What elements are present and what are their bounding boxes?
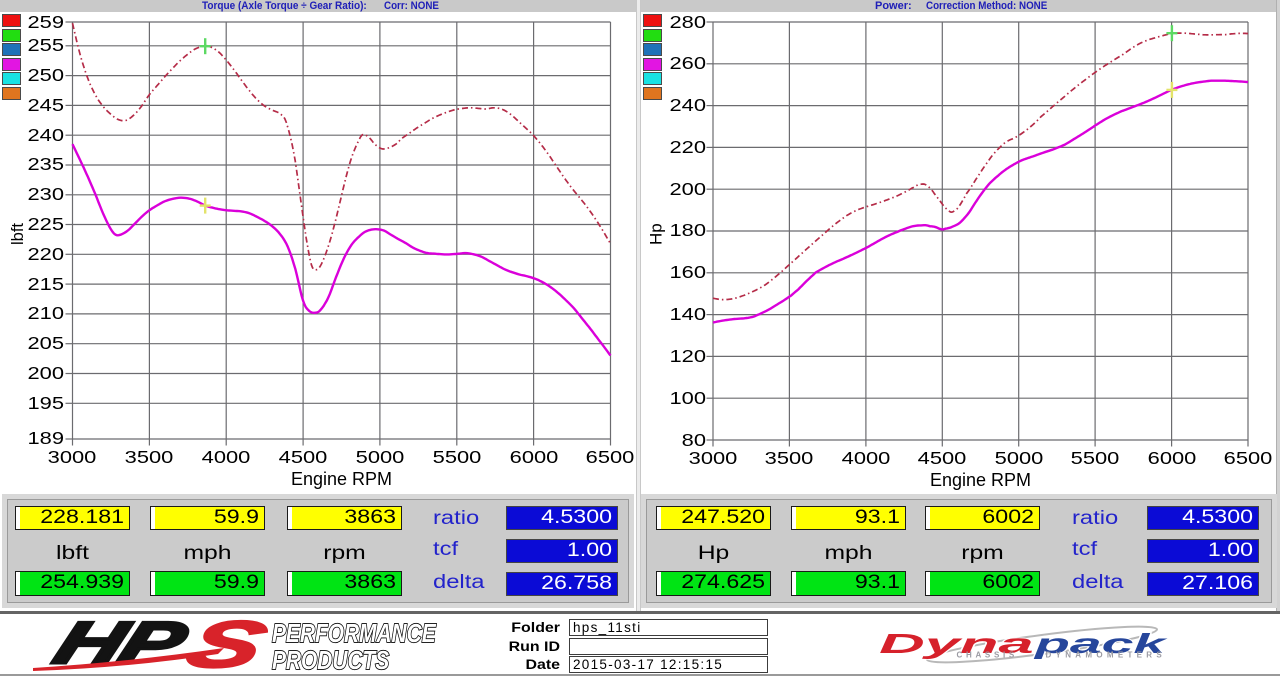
svg-text:PRODUCTS: PRODUCTS [272, 646, 390, 674]
svg-text:S: S [177, 612, 276, 676]
svg-text:lbft: lbft [9, 223, 27, 245]
svg-text:PERFORMANCE: PERFORMANCE [272, 619, 437, 647]
svg-text:DYNAMOMETERS: DYNAMOMETERS [1046, 651, 1167, 660]
svg-text:pack: pack [1034, 627, 1168, 659]
svg-text:Dyna: Dyna [879, 628, 1034, 659]
svg-text:CHASSIS: CHASSIS [957, 651, 1018, 660]
svg-text:Hp: Hp [647, 223, 666, 245]
